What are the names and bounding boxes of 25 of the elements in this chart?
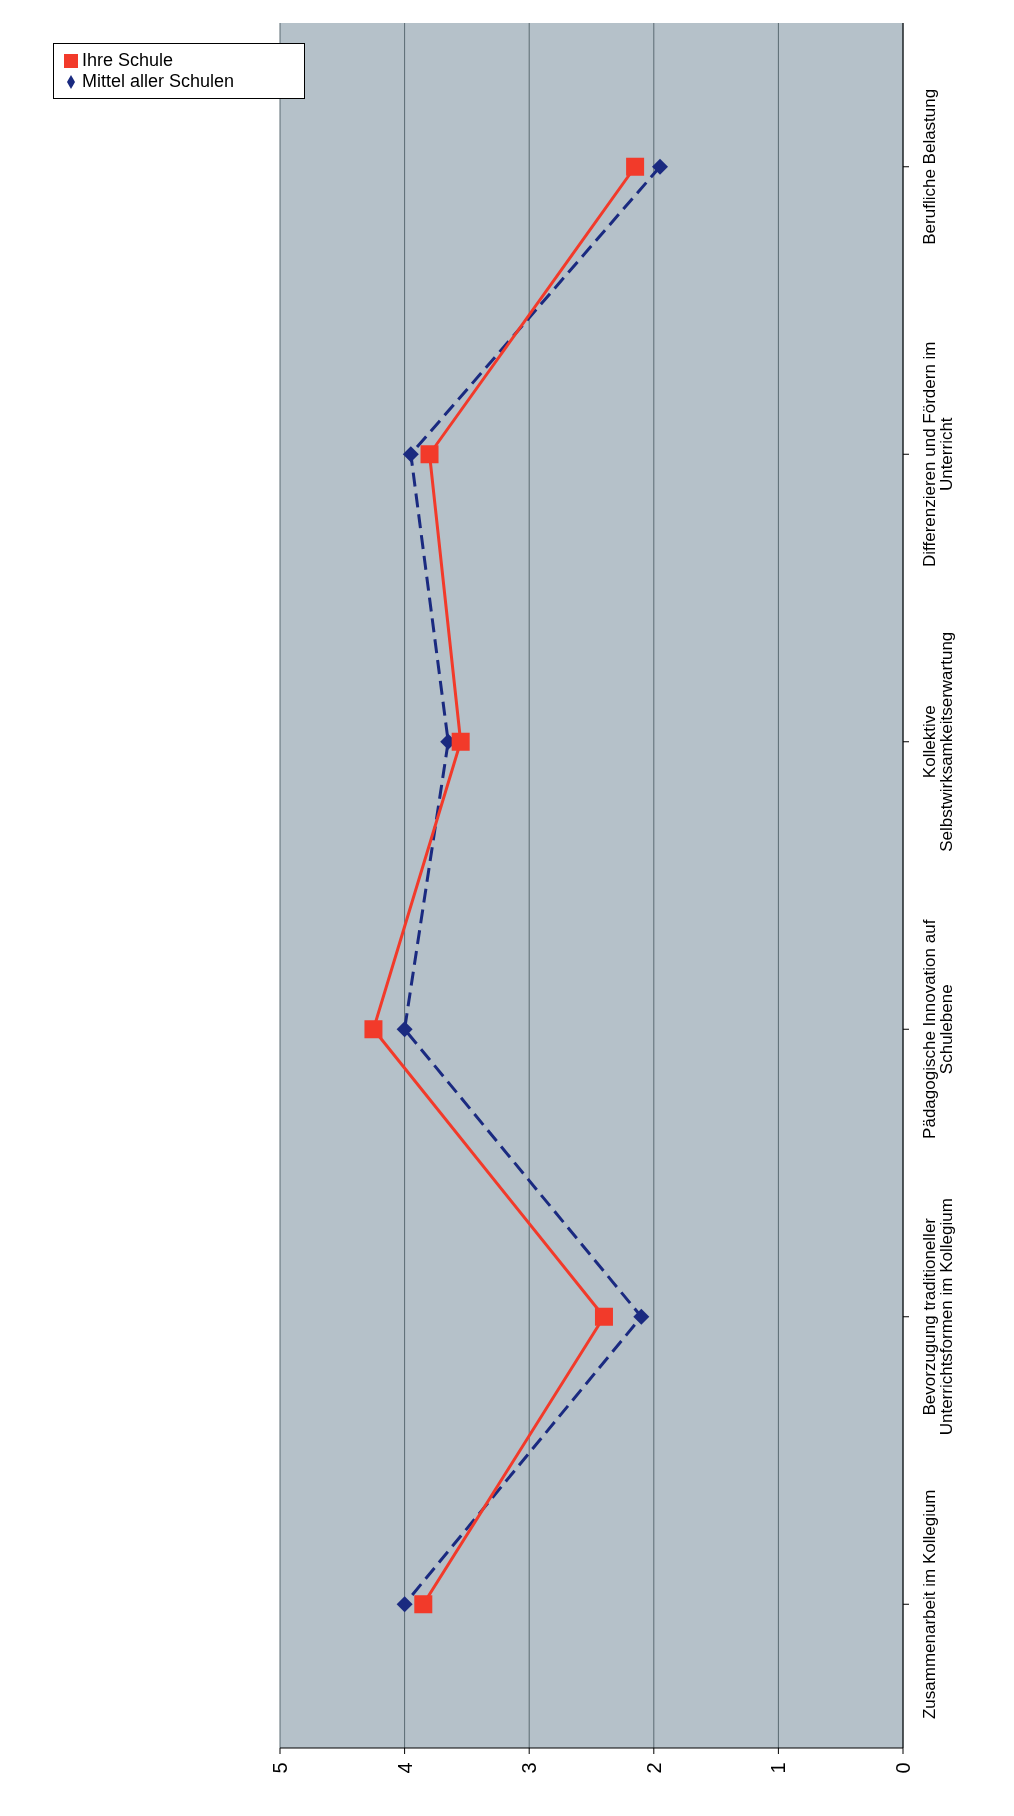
x-tick-label: 3 — [518, 1762, 541, 1774]
y-tick-label: Berufliche Belastung — [920, 88, 940, 245]
y-tick-label: Differenzieren und Fördern im Unterricht — [920, 341, 957, 568]
y-tick-label: Bevorzugung traditioneller Unterrichtsformen im Kollegium — [920, 1198, 957, 1436]
y-tick-label: Zusammenarbeit im Kollegium — [920, 1489, 940, 1720]
point — [633, 1308, 650, 1325]
x-tick-label: 4 — [393, 1762, 416, 1774]
point — [364, 1020, 383, 1039]
point — [451, 732, 470, 751]
legend-label: Mittel aller Schulen — [82, 71, 235, 91]
point — [626, 157, 645, 176]
legend-label: Ihre Schule — [82, 50, 174, 70]
x-tick-label: 1 — [767, 1762, 790, 1774]
x-tick-label: 5 — [269, 1762, 292, 1774]
point — [420, 445, 439, 464]
y-tick-label: Kollektive Selbstwirksamkeitserwartung — [920, 631, 957, 852]
x-tick-label: 0 — [892, 1762, 915, 1774]
y-tick-label: Pädagogische Innovation auf Schulebene — [920, 919, 957, 1139]
point — [652, 158, 669, 175]
point — [396, 1596, 413, 1613]
point — [396, 1021, 413, 1038]
point — [402, 446, 419, 463]
x-tick-label: 2 — [642, 1762, 665, 1774]
point — [414, 1595, 433, 1614]
point — [594, 1307, 613, 1326]
